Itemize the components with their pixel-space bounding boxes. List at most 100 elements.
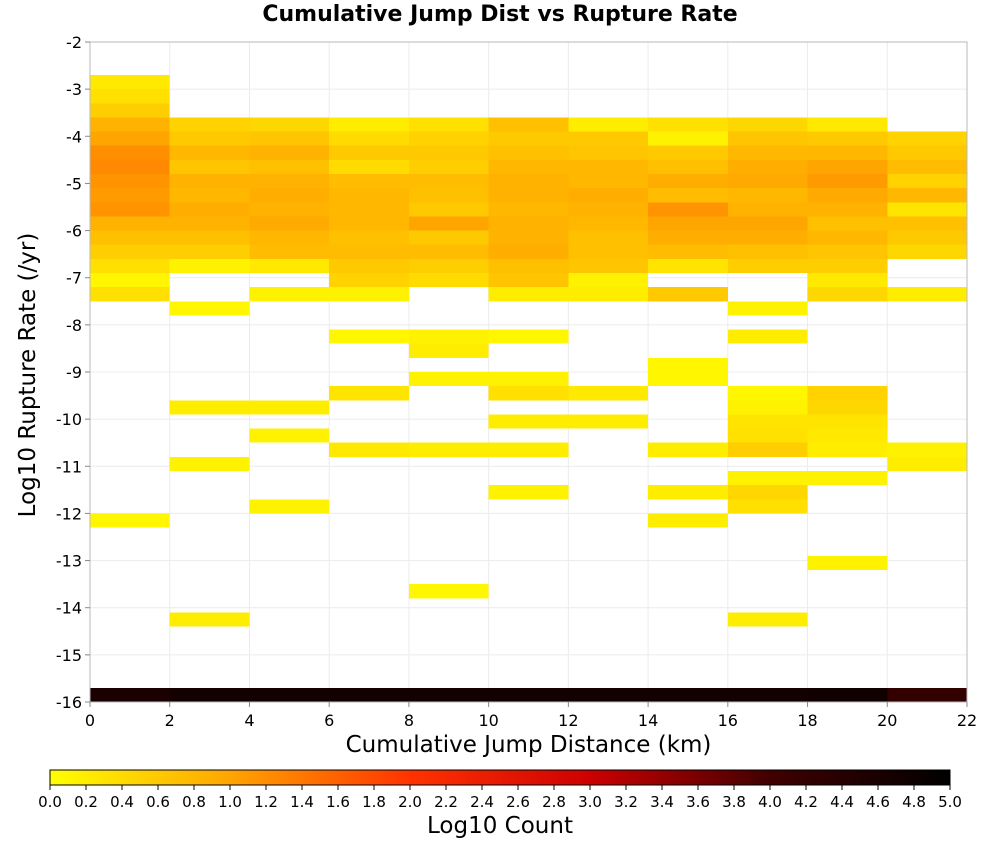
heatmap-cell [90,273,170,288]
heatmap-cell [90,131,170,146]
heatmap-cell [249,287,330,302]
heatmap-cell [329,188,409,203]
y-tick-label: -6 [66,222,82,241]
colorbar-tick-label: 4.2 [794,793,818,811]
heatmap-cell [90,188,170,203]
colorbar-tick-label: 2.8 [542,793,566,811]
heatmap-cell [727,216,808,231]
colorbar-tick-label: 2.2 [434,793,458,811]
heatmap-cell [568,258,649,273]
colorbar-tick-label: 1.4 [290,793,314,811]
heatmap-cell [648,202,728,217]
heatmap-cell [727,499,808,514]
heatmap-cell [488,258,569,273]
heatmap-cell [648,145,728,160]
heatmap-cell [727,258,808,273]
heatmap-cell [488,687,569,702]
y-tick-label: -12 [56,504,82,523]
heatmap-cell [329,145,409,160]
heatmap-cell [568,216,649,231]
x-tick-label: 0 [85,711,95,730]
heatmap-cell [887,159,967,174]
heatmap-cell [90,159,170,174]
heatmap-cell [169,400,250,415]
heatmap-cell [807,258,888,273]
heatmap-cell [807,442,888,457]
heatmap-cell [90,89,170,104]
heatmap-cell [807,216,888,231]
heatmap-cell [887,244,967,259]
heatmap-cell [408,244,489,259]
x-tick-label: 14 [638,711,658,730]
heatmap-cell [727,442,808,457]
heatmap-cell [727,202,808,217]
heatmap-cell [169,244,250,259]
heatmap-cell [329,442,409,457]
heatmap-cell [408,202,489,217]
heatmap-cell [329,117,409,132]
x-axis-label: Cumulative Jump Distance (km) [345,732,712,758]
colorbar-tick-label: 1.0 [218,793,242,811]
heatmap-cell [807,174,888,189]
colorbar-tick-label: 0.0 [38,793,62,811]
heatmap-cell [807,230,888,245]
heatmap-cell [329,159,409,174]
heatmap-cell [169,456,250,471]
colorbar-tick-label: 2.6 [506,793,530,811]
heatmap-cell [169,687,250,702]
y-tick-label: -16 [56,693,82,712]
heatmap-cell [887,230,967,245]
x-tick-label: 6 [324,711,334,730]
heatmap-cell [488,202,569,217]
colorbar [49,769,951,786]
heatmap-cell [727,612,808,627]
heatmap-cell [90,687,170,702]
colorbar-tick-label: 0.4 [110,793,134,811]
y-tick-label: -4 [66,127,82,146]
heatmap-cell [727,400,808,415]
heatmap-cell [568,230,649,245]
heatmap-cell [169,258,250,273]
heatmap-cell [408,584,489,599]
y-axis-label: Log10 Rupture Rate (/yr) [15,232,41,518]
heatmap-cell [90,174,170,189]
heatmap-cell [807,131,888,146]
heatmap-cell [568,287,649,302]
heatmap-cell [249,258,330,273]
heatmap-cell [727,485,808,500]
heatmap-cell [568,687,649,702]
heatmap-cell [249,428,330,443]
x-axis-ticks: 0 2 4 6 8 10 12 14 16 18 20 22 [85,702,977,730]
heatmap-cell [488,372,569,387]
heatmap-cell [648,244,728,259]
heatmap-cell [249,244,330,259]
heatmap-cell [90,103,170,118]
heatmap-cell [807,287,888,302]
heatmap-cell [169,117,250,132]
heatmap-cell [727,414,808,429]
heatmap-cell [807,202,888,217]
colorbar-label: Log10 Count [427,813,573,839]
heatmap-cell [727,131,808,146]
heatmap-cell [329,131,409,146]
heatmap-cell [488,174,569,189]
heatmap-cell [90,202,170,217]
heatmap-cell [408,273,489,288]
y-tick-label: -2 [66,33,82,52]
heatmap-cell [90,75,170,90]
heatmap-cell [488,414,569,429]
heatmap-cell [648,230,728,245]
heatmap-cell [249,159,330,174]
colorbar-tick-label: 0.2 [74,793,98,811]
heatmap-cell [408,329,489,344]
heatmap-cell [329,230,409,245]
heatmap-cell [408,117,489,132]
heatmap-cell [648,372,728,387]
x-tick-label: 4 [244,711,254,730]
heatmap-cell [648,117,728,132]
heatmap-cell [807,386,888,401]
heatmap-cell [727,174,808,189]
heatmap-cell [568,159,649,174]
y-tick-label: -14 [56,599,82,618]
heatmap-cell [169,145,250,160]
